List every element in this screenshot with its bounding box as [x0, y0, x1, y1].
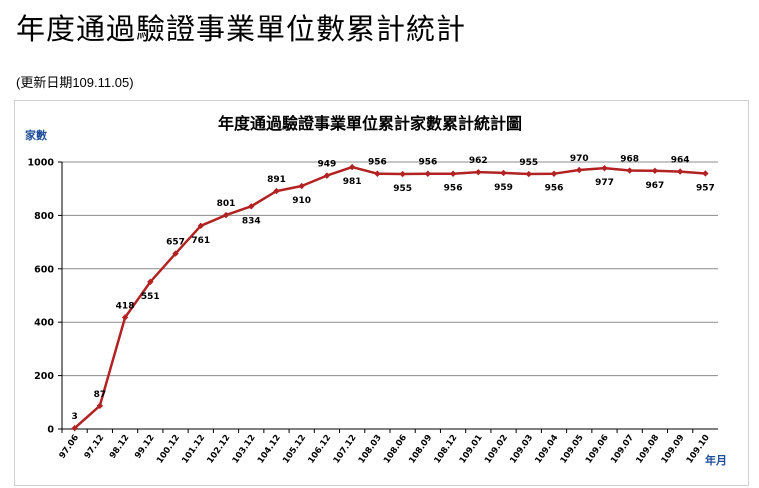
data-label: 834: [242, 216, 261, 226]
x-tick-label: 108.06: [382, 433, 409, 466]
data-label: 3: [71, 412, 77, 422]
x-tick-label: 103.12: [231, 433, 258, 466]
data-point: [96, 402, 104, 409]
x-tick-label: 109.04: [533, 433, 560, 466]
update-date: (更新日期109.11.05): [16, 75, 134, 90]
data-point: [651, 167, 659, 175]
page-title: 年度通過驗證事業單位數累計統計: [16, 12, 467, 46]
x-tick-label: 100.12: [155, 433, 182, 466]
x-tick-label: 108.09: [407, 433, 434, 466]
data-point: [626, 167, 633, 174]
data-point: [172, 250, 179, 257]
x-tick-label: 109.06: [584, 433, 611, 466]
data-label: 962: [469, 156, 488, 166]
data-label: 955: [519, 158, 538, 168]
data-point: [147, 278, 154, 286]
data-point: [374, 170, 381, 177]
data-point: [323, 172, 331, 179]
x-tick-label: 109.01: [458, 433, 485, 466]
y-tick-label: 400: [34, 318, 54, 329]
data-point: [298, 182, 305, 190]
data-label: 970: [570, 154, 589, 164]
data-label: 657: [166, 238, 185, 248]
x-axis-unit: 年月: [705, 453, 727, 467]
data-label: 761: [191, 236, 210, 246]
chart-svg: 年度通過驗證事業單位累計家數累計統計圖 家數 年月 0 200 400 600 800 1…: [25, 114, 727, 467]
data-label: 949: [318, 160, 337, 170]
data-label: 977: [595, 178, 614, 188]
data-label: 801: [217, 199, 236, 209]
data-point: [601, 164, 608, 172]
series-line: [73, 165, 706, 430]
data-point: [424, 170, 432, 177]
x-tick-label: 98.12: [108, 433, 132, 461]
data-label: 956: [444, 184, 463, 194]
x-tick-label: 97.06: [57, 433, 81, 461]
x-tick-label: 107.12: [332, 433, 359, 466]
data-label: 957: [696, 183, 715, 193]
data-label: 955: [393, 184, 412, 194]
x-tick-label: 99.12: [133, 433, 157, 461]
data-label: 551: [141, 292, 160, 302]
chart-title: 年度通過驗證事業單位累計家數累計統計圖: [218, 114, 522, 133]
grid-layer: [62, 161, 718, 377]
data-label: 964: [671, 156, 690, 166]
y-tick-label: 600: [34, 264, 54, 275]
x-tick-label: 97.12: [83, 433, 107, 461]
x-tick-label: 101.12: [180, 433, 207, 466]
series-layer: [71, 163, 709, 432]
x-tick-label: 106.12: [306, 433, 333, 466]
y-axis-unit: 家數: [25, 128, 47, 142]
data-point: [71, 424, 78, 432]
data-point: [525, 170, 532, 178]
x-tick-label: 109.03: [508, 433, 535, 466]
x-tick-label: 108.03: [357, 433, 384, 466]
data-label: 956: [545, 184, 564, 194]
data-point: [500, 169, 507, 177]
x-tick-label: 105.12: [281, 433, 308, 466]
data-label: 959: [494, 183, 513, 193]
data-label: 968: [620, 155, 639, 165]
data-point: [197, 222, 204, 230]
data-point: [399, 170, 406, 178]
data-label: 87: [94, 390, 107, 400]
data-label: 967: [646, 181, 665, 191]
data-label: 418: [116, 301, 135, 311]
chart-frame: 年度通過驗證事業單位累計家數累計統計圖 家數 年月 0 200 400 600 800 1…: [14, 100, 749, 486]
x-tick-label: 109.02: [483, 433, 510, 466]
y-tick-label: 0: [47, 425, 54, 436]
data-point: [576, 166, 583, 174]
axis-layer: 0 200 400 600 800 1000 97.06 97.12 98.12 99.12100…: [28, 158, 718, 466]
data-point: [273, 187, 280, 195]
data-point: [676, 168, 684, 175]
x-tick-label: 109.08: [634, 433, 661, 466]
x-tick-label: 109.05: [559, 433, 586, 466]
data-label: 910: [292, 196, 311, 206]
data-point: [550, 170, 558, 177]
data-point: [222, 211, 230, 219]
data-label: 956: [418, 158, 437, 168]
data-label: 981: [343, 177, 362, 187]
data-point: [248, 203, 255, 210]
label-layer: 3 87 418 551 657 761 801 834 891 910 949 981 956 955 9…: [71, 154, 714, 422]
data-label: 956: [368, 158, 387, 168]
y-tick-label: 800: [34, 211, 54, 222]
data-point: [475, 168, 482, 176]
x-tick-label: 109.09: [660, 433, 687, 466]
data-point: [121, 314, 129, 321]
data-point: [702, 170, 709, 177]
x-tick-label: 104.12: [256, 433, 283, 466]
data-label: 891: [267, 175, 286, 185]
y-tick-label: 1000: [28, 158, 55, 169]
data-point: [449, 170, 457, 177]
x-tick-label: 108.12: [433, 433, 460, 466]
x-tick-label: 109.07: [609, 433, 636, 466]
x-tick-label: 102.12: [205, 433, 232, 466]
y-tick-label: 200: [34, 371, 54, 382]
data-point: [348, 163, 356, 171]
